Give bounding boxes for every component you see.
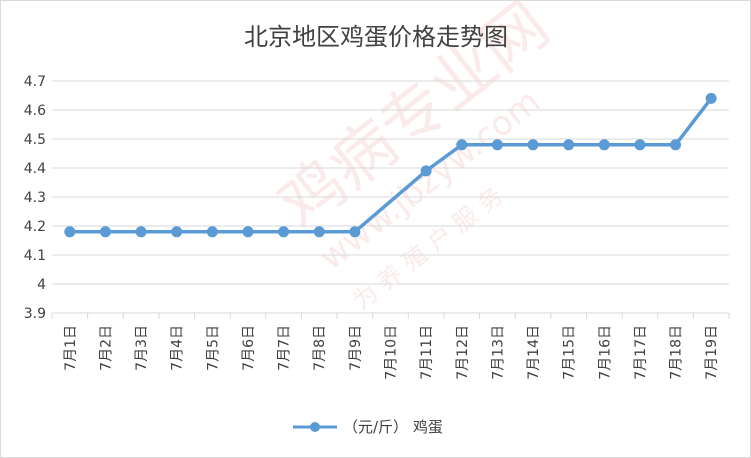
data-point[interactable] [349,226,361,238]
y-tick-label: 4.2 [24,219,46,235]
x-tick-label: 7月18日 [669,325,685,380]
y-tick-label: 4.3 [24,190,46,206]
x-tick-label: 7月8日 [312,325,328,371]
series-line [69,97,713,234]
x-tick-label: 7月11日 [419,325,435,380]
x-tick-label: 7月17日 [633,325,649,380]
x-tick-label: 7月7日 [277,325,293,371]
data-point[interactable] [527,139,539,151]
data-point[interactable] [634,139,646,151]
y-axis-tick-labels: 3.9 4 4.1 4.2 4.3 4.4 4.5 4.6 4.7 [24,74,46,322]
data-point[interactable] [491,139,503,151]
y-tick-label: 4.4 [24,161,46,177]
data-point[interactable] [670,139,682,151]
x-tick-label: 7月9日 [348,325,364,371]
y-tick-label: 4.5 [24,132,46,148]
data-point[interactable] [456,139,468,151]
y-tick-label: 4 [37,277,46,293]
x-tick-label: 7月4日 [170,325,186,371]
x-tick-label: 7月1日 [63,325,79,371]
x-tick-label: 7月6日 [241,325,257,371]
data-point[interactable] [313,226,325,238]
data-point[interactable] [563,139,575,151]
grid-lines [51,80,730,319]
data-point[interactable] [420,165,432,177]
legend-point-marker [310,422,320,432]
legend[interactable]: （元/斤） 鸡蛋 [293,418,443,436]
data-point[interactable] [598,139,610,151]
data-point[interactable] [99,226,111,238]
series-layer [64,92,717,238]
x-tick-label: 7月12日 [455,325,471,380]
x-tick-label: 7月5日 [205,325,221,371]
x-tick-label: 7月2日 [98,325,114,371]
x-tick-label: 7月3日 [134,325,150,371]
data-point[interactable] [171,226,183,238]
data-point[interactable] [206,226,218,238]
x-tick-label: 7月19日 [704,325,720,380]
x-axis-tick-labels: 7月1日 7月2日 7月3日 7月4日 7月5日 7月6日 7月7日 7月8日 7月9日 7月10… [63,325,720,380]
y-tick-label: 4.6 [24,103,46,119]
x-tick-label: 7月16日 [597,325,613,380]
data-point[interactable] [242,226,254,238]
x-tick-label: 7月15日 [562,325,578,380]
data-point[interactable] [705,92,717,104]
x-tick-label: 7月13日 [490,325,506,380]
x-tick-label: 7月10日 [384,325,400,380]
y-tick-label: 4.1 [24,248,46,264]
legend-label: （元/斤） 鸡蛋 [343,418,443,436]
y-tick-label: 3.9 [24,306,46,322]
data-point[interactable] [64,226,76,238]
data-point[interactable] [278,226,290,238]
y-tick-label: 4.7 [24,74,46,90]
chart-title: 北京地区鸡蛋价格走势图 [244,23,508,51]
data-point[interactable] [135,226,147,238]
x-tick-label: 7月14日 [526,325,542,380]
